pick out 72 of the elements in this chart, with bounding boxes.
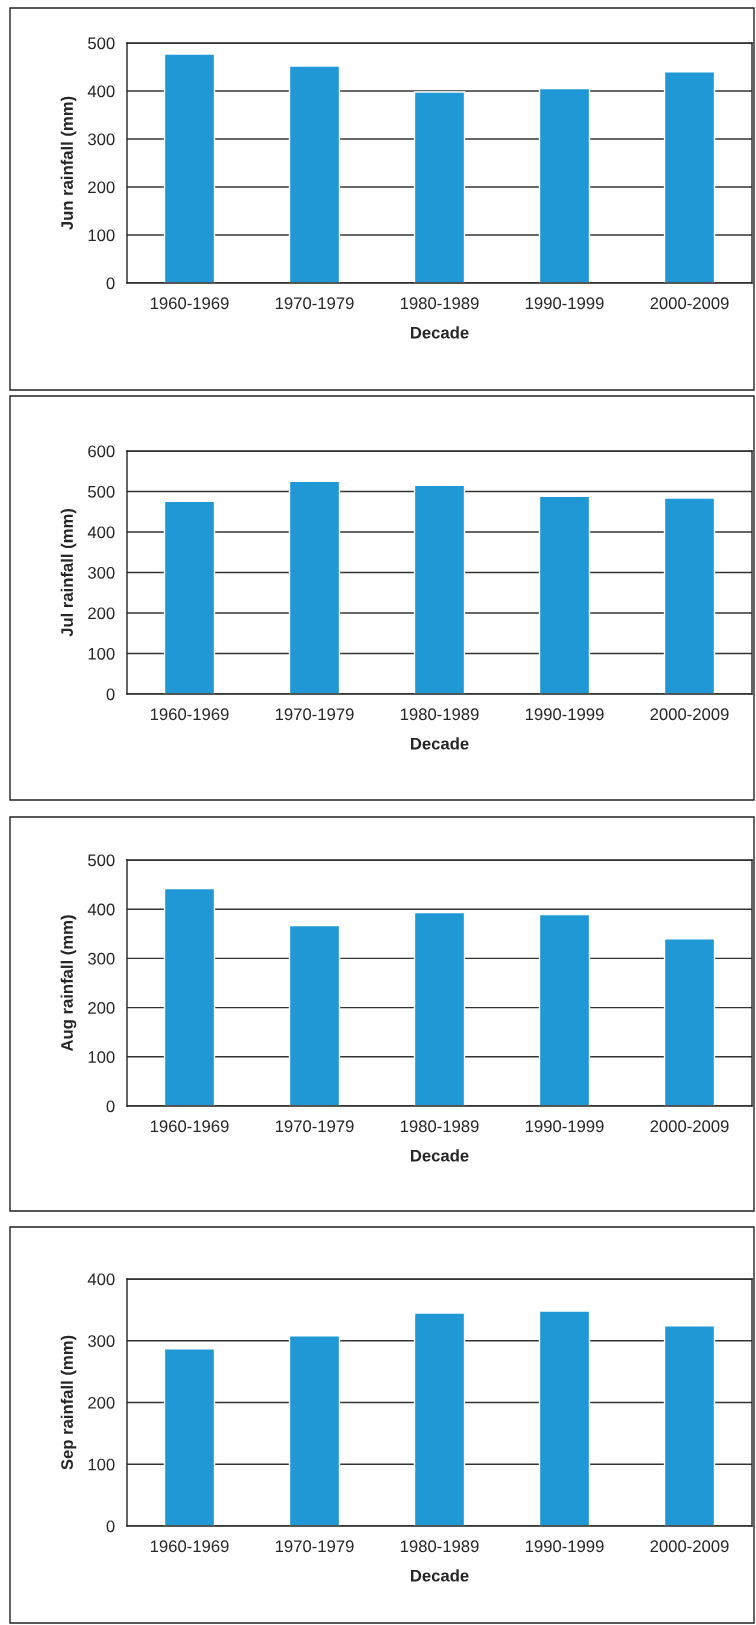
x-tick-label: 1970-1979 — [275, 297, 354, 310]
bar — [663, 71, 716, 283]
y-tick-label: 500 — [88, 854, 115, 867]
bar — [413, 91, 466, 283]
x-tick-label: 1980-1989 — [400, 1540, 479, 1553]
x-axis-title: Decade — [410, 1149, 469, 1162]
y-tick-label: 200 — [88, 607, 115, 620]
x-tick-label: 1990-1999 — [525, 708, 604, 721]
bar — [663, 497, 716, 694]
bar — [413, 484, 466, 694]
bar — [538, 495, 591, 694]
x-tick-label: 1980-1989 — [400, 708, 479, 721]
y-tick-label: 0 — [106, 1100, 115, 1113]
y-axis-title: Jul rainfall (mm) — [60, 508, 77, 637]
x-axis-title: Decade — [410, 737, 469, 750]
bar — [163, 500, 216, 694]
bar — [538, 1310, 591, 1526]
y-tick-label: 400 — [87, 1273, 115, 1286]
y-tick-label: 500 — [88, 37, 115, 50]
x-tick-label: 2000-2009 — [650, 297, 729, 310]
x-tick-label: 1970-1979 — [275, 708, 354, 721]
x-tick-label: 1960-1969 — [150, 297, 229, 310]
bar — [538, 913, 591, 1106]
x-tick-label: 1990-1999 — [525, 1540, 604, 1553]
x-tick-label: 1960-1969 — [150, 1120, 229, 1133]
x-axis-title: Decade — [410, 1569, 469, 1582]
x-tick-label: 2000-2009 — [650, 1120, 729, 1133]
x-tick-label: 1980-1989 — [400, 1120, 479, 1133]
y-tick-label: 100 — [88, 1051, 115, 1063]
bar — [288, 65, 341, 283]
x-tick-label: 1990-1999 — [525, 297, 604, 310]
bar — [663, 1325, 716, 1526]
y-tick-label: 600 — [88, 445, 115, 458]
y-tick-label: 300 — [88, 566, 115, 579]
bar — [413, 911, 466, 1106]
x-tick-label: 2000-2009 — [650, 1540, 729, 1553]
y-tick-label: 500 — [88, 485, 115, 498]
bar — [663, 938, 716, 1106]
bar — [163, 53, 216, 283]
y-tick-label: 300 — [88, 1335, 115, 1347]
x-tick-label: 1970-1979 — [275, 1540, 354, 1553]
y-tick-label: 200 — [88, 1396, 115, 1409]
y-tick-label: 0 — [106, 1520, 115, 1533]
y-axis-title: Sep rainfall (mm) — [60, 1335, 77, 1470]
x-tick-label: 1970-1979 — [275, 1120, 354, 1133]
x-tick-label: 1980-1989 — [400, 297, 479, 310]
y-axis-title: Aug rainfall (mm) — [60, 915, 77, 1052]
y-tick-label: 100 — [88, 647, 115, 660]
x-tick-label: 2000-2009 — [650, 708, 729, 721]
x-tick-label: 1960-1969 — [150, 708, 229, 721]
bar — [413, 1312, 466, 1526]
y-tick-label: 0 — [106, 277, 115, 290]
x-axis-title: Decade — [410, 326, 469, 339]
y-tick-label: 400 — [87, 526, 115, 539]
y-tick-label: 300 — [88, 952, 115, 965]
bar — [538, 87, 591, 283]
y-tick-label: 200 — [88, 181, 115, 194]
bar — [288, 480, 341, 694]
y-tick-label: 400 — [87, 85, 115, 98]
x-tick-label: 1960-1969 — [150, 1540, 229, 1553]
y-tick-label: 0 — [106, 688, 115, 701]
x-tick-label: 1990-1999 — [525, 1120, 604, 1133]
y-tick-label: 300 — [88, 133, 115, 146]
bar — [288, 924, 341, 1106]
y-tick-label: 400 — [87, 903, 115, 916]
bar — [163, 887, 216, 1106]
y-tick-label: 200 — [88, 1002, 115, 1014]
y-axis-title: Jun rainfall (mm) — [60, 96, 77, 230]
y-tick-label: 100 — [88, 1458, 115, 1471]
bar — [163, 1348, 216, 1526]
y-tick-label: 100 — [88, 229, 115, 242]
bar — [288, 1335, 341, 1526]
